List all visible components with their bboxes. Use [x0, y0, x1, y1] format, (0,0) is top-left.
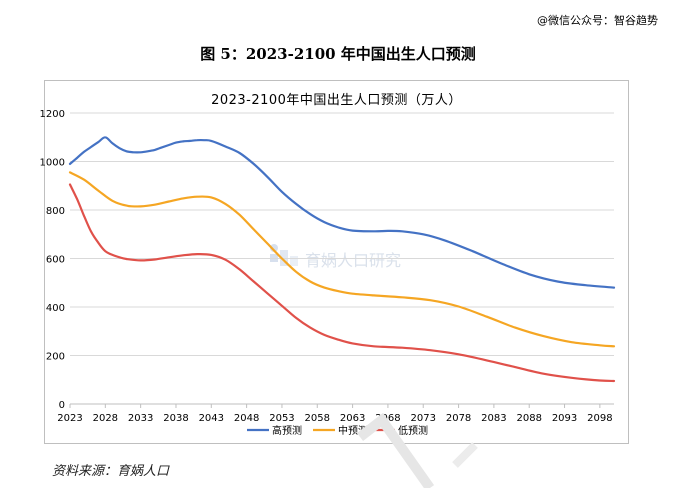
x-tick-label: 2088 — [516, 413, 541, 424]
x-tick-label: 2048 — [234, 413, 259, 424]
x-tick-label: 2098 — [587, 413, 612, 424]
series-line-3 — [68, 183, 616, 383]
x-tick-label: 2068 — [375, 413, 400, 424]
y-tick-label: 0 — [59, 400, 65, 411]
x-tick-label: 2083 — [481, 413, 506, 424]
x-tick-label: 2043 — [199, 413, 224, 424]
x-tick-label: 2053 — [269, 413, 294, 424]
chart-title: 2023-2100年中国出生人口预测（万人） — [211, 93, 462, 108]
series-line-2 — [68, 171, 616, 348]
y-tick-label: 1200 — [40, 109, 65, 120]
y-tick-label: 800 — [46, 206, 65, 217]
y-tick-label: 1000 — [40, 158, 65, 169]
x-tick-label: 2038 — [163, 413, 188, 424]
series-line-1 — [68, 136, 616, 289]
x-tick-label: 2063 — [340, 413, 365, 424]
chart-frame — [44, 80, 629, 444]
x-tick-label: 2028 — [93, 413, 118, 424]
legend-label-1: 高预测 — [272, 424, 302, 437]
x-tick-label: 2033 — [128, 413, 153, 424]
x-tick-label: 2078 — [446, 413, 471, 424]
source-note: 资料来源：育娲人口 — [52, 464, 170, 479]
legend-label-3: 低预测 — [398, 424, 428, 437]
x-tick-label: 2058 — [305, 413, 330, 424]
y-tick-label: 200 — [46, 352, 65, 363]
wechat-account-label: @微信公众号：智谷趋势 — [537, 14, 658, 27]
watermark-text: 育娲人口研究 — [305, 251, 402, 270]
figure-title: 图 5：2023-2100 年中国出生人口预测 — [200, 45, 476, 63]
x-tick-label: 2023 — [57, 413, 82, 424]
x-tick-label: 2073 — [411, 413, 436, 424]
x-tick-label: 2093 — [552, 413, 577, 424]
y-tick-label: 400 — [46, 303, 65, 314]
y-tick-label: 600 — [46, 255, 65, 266]
